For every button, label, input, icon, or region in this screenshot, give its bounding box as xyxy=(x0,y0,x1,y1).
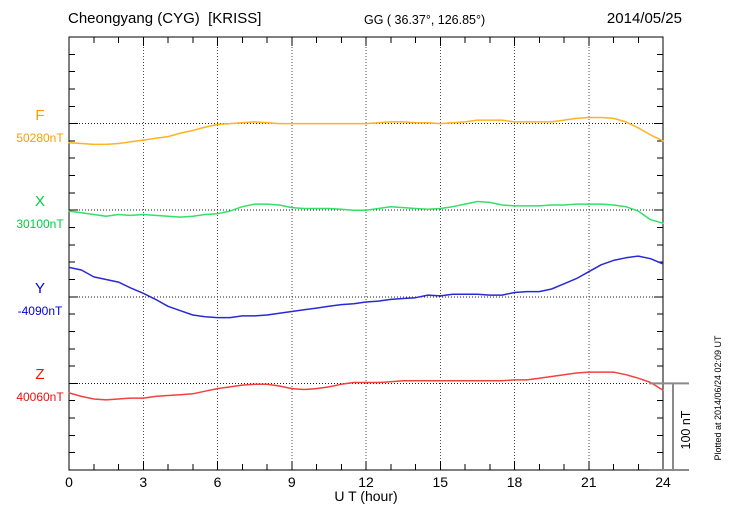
station-title: Cheongyang (CYG) [KRISS] xyxy=(68,10,262,27)
hour-tick-label-3: 3 xyxy=(139,474,148,490)
trace-letter-Y: Y xyxy=(34,280,45,297)
trace-baseline-Y: -4090nT xyxy=(17,304,63,318)
geographic-coords: GG ( 36.37°, 126.85°) xyxy=(364,13,486,27)
trace-letter-X: X xyxy=(34,193,45,210)
hour-tick-label-9: 9 xyxy=(287,474,296,490)
scale-bar xyxy=(649,382,689,471)
hour-tick-label-0: 0 xyxy=(65,474,73,490)
hour-tick-label-12: 12 xyxy=(358,474,374,490)
trace-baseline-X: 30100nT xyxy=(16,217,64,231)
hour-tick-label-21: 21 xyxy=(581,474,597,490)
hour-tick-label-18: 18 xyxy=(506,474,523,490)
x-axis-title: U T (hour) xyxy=(334,488,398,504)
hour-tick-label-6: 6 xyxy=(213,474,222,490)
trace-Z xyxy=(68,371,664,401)
scale-bar-label: 100 nT xyxy=(679,410,693,450)
trace-letter-Z: Z xyxy=(35,366,45,383)
plotted-timestamp: Plotted at 2014/06/24 02:09 UT xyxy=(713,335,723,461)
trace-letter-F: F xyxy=(35,107,45,124)
hour-tick-label-24: 24 xyxy=(655,474,671,490)
trace-baseline-Z: 40060nT xyxy=(16,390,64,404)
hour-tick-label-15: 15 xyxy=(432,474,449,490)
trace-F xyxy=(68,116,664,146)
trace-Y xyxy=(68,255,664,319)
observation-date: 2014/05/25 xyxy=(606,10,682,27)
trace-X xyxy=(68,200,664,224)
trace-baseline-F: 50280nT xyxy=(16,131,64,145)
